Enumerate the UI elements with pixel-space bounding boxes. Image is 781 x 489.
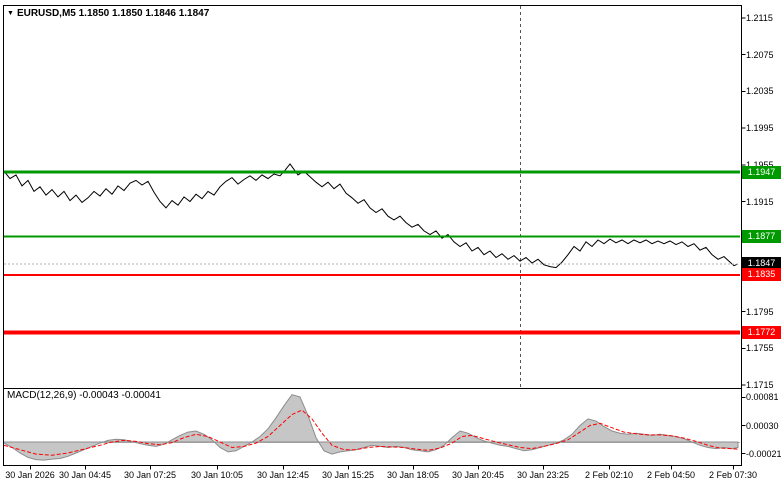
collapse-chart-icon[interactable]: ▼	[7, 10, 14, 17]
price-axis-label: 1.2075	[746, 49, 774, 60]
time-axis-label: 30 Jan 07:25	[123, 470, 177, 480]
price-axis-label: 1.1955	[746, 160, 774, 170]
macd-histogram	[3, 394, 739, 461]
price-badge-1.1877: 1.1877	[742, 229, 781, 243]
macd-values: -0.00043 -0.00041	[79, 390, 161, 401]
price-badge-1.1772: 1.1772	[742, 326, 781, 340]
time-axis-label: 30 Jan 23:25	[516, 470, 570, 480]
macd-axis-label: 0.00030	[746, 420, 779, 431]
price-axis-label: 1.1755	[746, 343, 774, 354]
price-axis-label: 1.1795	[746, 306, 774, 317]
time-axis-label: 30 Jan 10:05	[190, 470, 244, 480]
price-axis-label: 1.1715	[746, 380, 774, 390]
time-axis-label: 30 Jan 20:45	[451, 470, 505, 480]
price-badge-1.1947: 1.1947	[742, 165, 781, 179]
time-axis-label: 30 Jan 12:45	[256, 470, 310, 480]
price-axis-label: 1.1915	[746, 196, 774, 207]
macd-indicator-label: MACD(12,26,9) -0.00043 -0.00041	[7, 390, 161, 401]
time-axis-label: 30 Jan 04:45	[58, 470, 112, 480]
price-badge-1.1835: 1.1835	[742, 268, 781, 282]
time-axis-label: 30 Jan 18:05	[386, 470, 440, 480]
time-axis-label: 2 Feb 02:10	[584, 470, 634, 480]
symbol-timeframe-label: EURUSD,M5	[16, 8, 76, 19]
time-axis-label: 30 Jan 2026	[5, 470, 55, 480]
price-axis-label: 1.1995	[746, 123, 774, 134]
price-line	[3, 163, 739, 269]
ohlc-values: 1.1850 1.1850 1.1846 1.1847	[78, 8, 210, 19]
macd-axis-label: 0.00081	[746, 392, 779, 403]
price-badge-1.1847: 1.1847	[742, 257, 781, 271]
chart-pane-border	[3, 5, 742, 466]
time-axis-label: 2 Feb 07:30	[708, 470, 758, 480]
price-axis-label: 1.2115	[746, 13, 773, 23]
time-axis-label: 2 Feb 04:50	[646, 470, 696, 480]
macd-name: MACD(12,26,9)	[7, 390, 77, 401]
time-axis-label: 30 Jan 15:25	[321, 470, 375, 480]
macd-signal-line	[3, 409, 739, 456]
price-axis-label: 1.2035	[746, 86, 774, 97]
chart-title: ▼ EURUSD,M5 1.1850 1.1850 1.1846 1.1847	[7, 8, 209, 19]
macd-axis-label: -0.00021	[746, 448, 781, 459]
